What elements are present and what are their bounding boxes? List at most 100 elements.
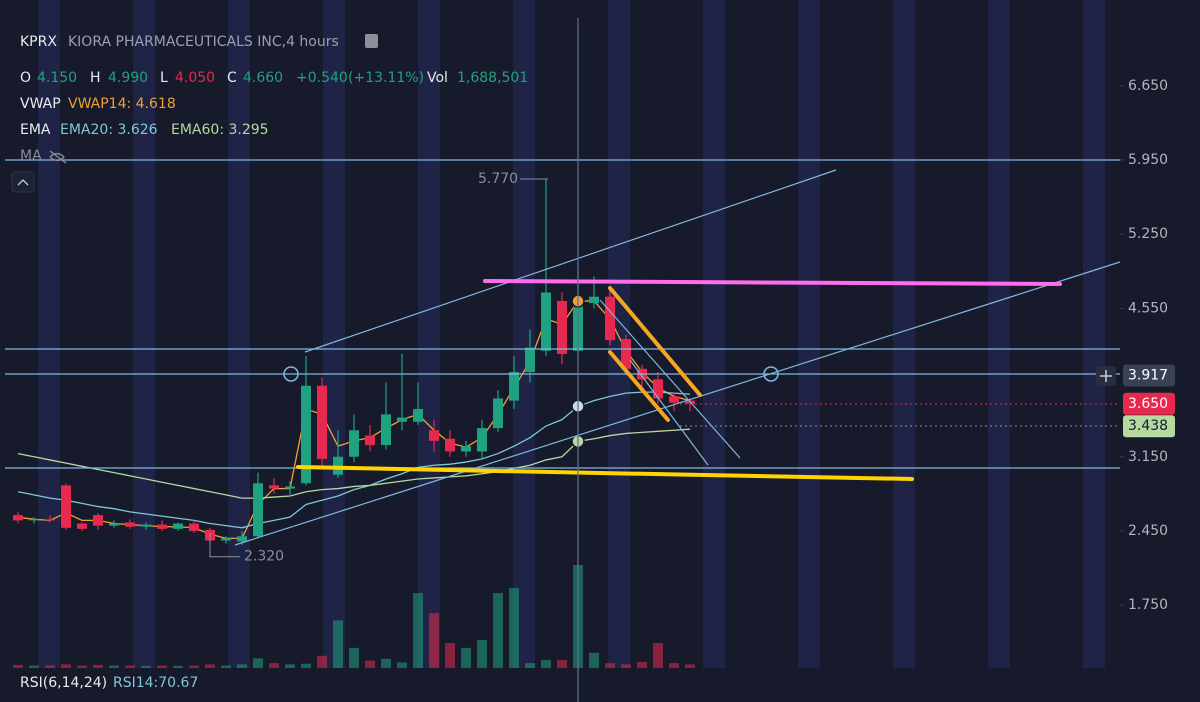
price-label-box [1123, 415, 1175, 438]
volume-bar [605, 663, 615, 668]
volume-bar [685, 664, 695, 668]
rsi-label: RSI(6,14,24) [20, 675, 107, 691]
volume-bar [349, 647, 359, 668]
legend: KPRX KIORA PHARMACEUTICALS INC,4 hours O… [20, 34, 528, 691]
price-label-box [1123, 392, 1175, 415]
candle-body [253, 483, 263, 537]
volume-bar [125, 665, 135, 668]
candle-body [541, 292, 551, 351]
volume-bar [157, 665, 167, 668]
session-band [608, 0, 630, 668]
candle-body [301, 385, 311, 484]
candle-body [461, 446, 471, 452]
info-icon[interactable] [365, 34, 378, 48]
volume-bar [189, 665, 199, 668]
volume-bar [381, 658, 391, 668]
volume-bar [557, 660, 567, 668]
candle-body [653, 379, 663, 399]
volume-bar [77, 665, 87, 668]
candle-body [317, 385, 327, 459]
rsi-value: RSI14:70.67 [113, 675, 198, 691]
volume-bar [221, 665, 231, 668]
anchor [763, 366, 779, 382]
candle-body [173, 523, 183, 529]
volume-bar [13, 664, 23, 668]
plus-icon [1100, 370, 1112, 382]
trend-line [234, 261, 1121, 546]
symbol: KPRX [20, 34, 57, 50]
chevron-icon [17, 179, 29, 186]
volume-bar [525, 663, 535, 668]
candle-body [141, 524, 151, 527]
volume-label: Vol [427, 70, 448, 86]
plot: 6.650 5.950 5.250 4.550 3.150 2.450 1.750 5.770… [13, 78, 1175, 668]
candle-body [13, 515, 23, 521]
price-label-box [1123, 364, 1175, 387]
annotation: 2.320 [244, 549, 284, 565]
trend-line [304, 169, 837, 353]
hidden-icon[interactable] [49, 150, 67, 164]
candle-body [93, 515, 103, 526]
collapse-button[interactable] [11, 171, 35, 193]
price-label: 3.438 [1128, 418, 1168, 434]
candle-body [429, 430, 439, 441]
volume-bar [317, 655, 327, 668]
candle-body [45, 519, 55, 521]
candle-body [157, 524, 167, 529]
volume-bar [93, 664, 103, 668]
pink-line [483, 279, 1062, 286]
candle-body [333, 456, 343, 475]
candle-body [221, 538, 231, 541]
ohlc-value: 4.990 [108, 70, 148, 86]
ohlc-label: H [90, 70, 101, 86]
volume-bar [333, 620, 343, 668]
volume-bar [621, 664, 631, 668]
candle-body [109, 523, 119, 526]
volume-bar [61, 664, 71, 668]
volume-bar [477, 639, 487, 668]
volume-bar [413, 592, 423, 668]
volume-bar [669, 663, 679, 668]
annotation-connector [209, 532, 240, 558]
session-band [418, 0, 440, 668]
session-band [1083, 0, 1105, 668]
candle-body [557, 300, 567, 354]
candle-body [285, 486, 295, 489]
volume-bar [541, 660, 551, 668]
annotation: 5.770 [478, 171, 518, 187]
volume-bar [173, 665, 183, 668]
candle-body [477, 428, 487, 452]
orange-line [608, 286, 702, 397]
candle-body [365, 435, 375, 446]
candle-body [189, 523, 199, 531]
session-band [133, 0, 155, 668]
candle-body [349, 430, 359, 457]
volume-bar [637, 661, 647, 668]
candle-body [445, 438, 455, 452]
y-tick-label: 2.450 [1128, 523, 1168, 539]
session-bands [38, 0, 1105, 668]
drawings [5, 18, 1121, 702]
session-band [893, 0, 915, 668]
y-tick-label: 6.650 [1128, 78, 1168, 94]
indicator-value: EMA20: 3.626 [60, 122, 158, 138]
volume-bar [445, 642, 455, 668]
volume-bar [237, 664, 247, 668]
candle-body [61, 485, 71, 528]
volume-bar [653, 642, 663, 668]
volume-bar [253, 658, 263, 668]
candle-body [237, 536, 247, 542]
ohlc-value: 4.150 [37, 70, 77, 86]
trend-line [629, 359, 709, 466]
volume-bar [429, 613, 439, 668]
y-tick-label: 1.750 [1128, 597, 1168, 613]
change-pct: (+13.11%) [348, 70, 424, 86]
candle-body [29, 519, 39, 521]
y-tick-label: 5.250 [1128, 226, 1168, 242]
candle-body [381, 414, 391, 446]
y-tick-label: 3.150 [1128, 449, 1168, 465]
title: KIORA PHARMACEUTICALS INC,4 hours [68, 34, 339, 50]
volume-value: 1,688,501 [457, 70, 528, 86]
